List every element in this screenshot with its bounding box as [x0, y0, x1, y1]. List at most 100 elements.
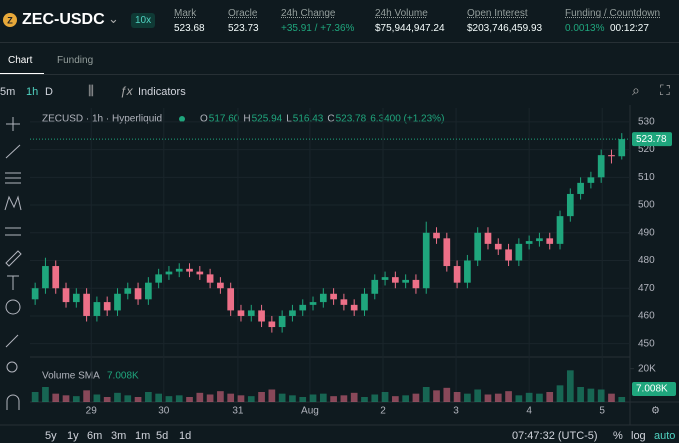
tool[interactable] [4, 195, 22, 211]
volume-bar [464, 393, 471, 402]
volume-tag [632, 382, 676, 396]
stat-label: Open Interest [467, 8, 528, 19]
stat-extra: 00:12:27 [610, 23, 649, 34]
candle-body [145, 282, 152, 300]
candle-body [289, 310, 296, 316]
tool[interactable] [5, 144, 21, 159]
y-tick-label: 470 [638, 283, 655, 294]
volume-bar [247, 396, 255, 402]
settings-icon[interactable]: ⚙ [651, 406, 660, 417]
ohlc-change: 6.3400 (+1.23%) [370, 114, 444, 125]
volume-bar [155, 393, 162, 402]
candle-body [155, 274, 162, 283]
candle-body [453, 266, 461, 283]
tool[interactable] [5, 172, 21, 184]
range[interactable]: 5d [156, 430, 169, 442]
volume-bar [422, 387, 430, 402]
volume-bar [505, 391, 512, 402]
range[interactable]: 1d [179, 430, 192, 442]
candle-body [258, 310, 265, 322]
candle-body [412, 279, 420, 289]
stat-value: 0.0013% [565, 23, 605, 34]
volume-bar [114, 392, 121, 402]
range[interactable]: 6m [87, 430, 103, 442]
volume-bar [577, 387, 584, 402]
y-tick-label: 460 [638, 311, 655, 322]
stat-label: 24h Volume [375, 8, 428, 19]
ohlc-value: 523.78 [336, 114, 367, 125]
stat-value: +35.91 / +7.36% [281, 23, 355, 34]
tab[interactable]: Chart [8, 55, 33, 66]
volume-bar [83, 390, 90, 402]
candle-body [330, 293, 337, 300]
candle-body [484, 232, 492, 244]
clock: 07:47:32 (UTC-5) [512, 430, 598, 442]
indicators[interactable]: Indicators [138, 86, 186, 98]
tool[interactable] [7, 275, 19, 290]
range[interactable]: 5y [45, 430, 57, 442]
search-icon[interactable]: ⌕ [632, 82, 640, 98]
volume-bar [165, 396, 173, 402]
interval[interactable]: D [45, 86, 53, 98]
range[interactable]: 1y [67, 430, 79, 442]
candle-body [494, 243, 502, 250]
volume-bar [597, 389, 605, 402]
stat-label: Mark [174, 8, 197, 19]
last-price-tag [632, 132, 672, 147]
volume-bar [618, 397, 626, 402]
candle-body [309, 302, 317, 305]
candle-body [83, 293, 90, 316]
candle-body [505, 249, 512, 261]
tool[interactable] [6, 361, 18, 373]
y-tick-label: 450 [638, 338, 655, 349]
tool[interactable] [5, 227, 21, 236]
candle-body [546, 238, 554, 244]
tab[interactable]: Funding [57, 55, 94, 66]
tool[interactable] [6, 117, 20, 131]
leverage[interactable]: 10x [131, 13, 156, 28]
volume-tag-label: 7.008K [636, 384, 668, 395]
volume-bar [525, 392, 533, 402]
ohlc-legend: O 517.60 H 525.94 L 516.43 C 523.78 6.3400 (+1.2… [200, 114, 444, 125]
tab-underline [0, 73, 44, 74]
volume-bar [31, 392, 39, 402]
volume-bar [72, 396, 80, 402]
fullscreen-icon[interactable]: ⛶ [660, 82, 670, 98]
interval[interactable]: 1h [26, 86, 39, 98]
candle-body [577, 182, 584, 194]
pair[interactable]: ZEC-USDC [22, 11, 105, 28]
candle-body [433, 232, 440, 239]
candle-body [217, 282, 224, 289]
range[interactable]: 1m [135, 430, 151, 442]
range[interactable]: 3m [111, 430, 127, 442]
chart-title: ZECUSD · 1h · Hyperliquid [42, 114, 162, 125]
tool[interactable] [6, 394, 20, 410]
candle-body [556, 216, 564, 244]
ohlc-key: L [286, 114, 292, 125]
tool[interactable] [5, 299, 21, 315]
pair-chevron[interactable]: ⌄ [108, 11, 119, 26]
candle-body [124, 288, 132, 294]
candle-body [227, 288, 235, 311]
volume-bar [258, 392, 265, 402]
candle-body [340, 299, 348, 305]
ohlc-key: C [327, 114, 334, 125]
candle-body [278, 315, 286, 328]
scale-option[interactable]: auto [654, 430, 676, 442]
volume-bar [546, 392, 554, 402]
candle-body [566, 193, 574, 217]
volume-bar [206, 394, 214, 402]
y-tick-label: 480 [638, 255, 655, 266]
stat-value: 523.68 [174, 23, 205, 34]
scale-option[interactable]: log [631, 430, 646, 442]
tool[interactable] [5, 334, 19, 348]
candle-body [103, 302, 111, 311]
scale-option[interactable]: % [613, 430, 623, 442]
candle-body [52, 266, 60, 289]
candle-body [196, 271, 204, 275]
x-tick-label: 30 [158, 406, 170, 417]
interval[interactable]: 5m [0, 86, 16, 98]
chart-type-icon[interactable]: ⫼ [88, 83, 94, 98]
tool[interactable] [5, 250, 22, 267]
fx-icon[interactable]: ƒx [120, 84, 133, 98]
